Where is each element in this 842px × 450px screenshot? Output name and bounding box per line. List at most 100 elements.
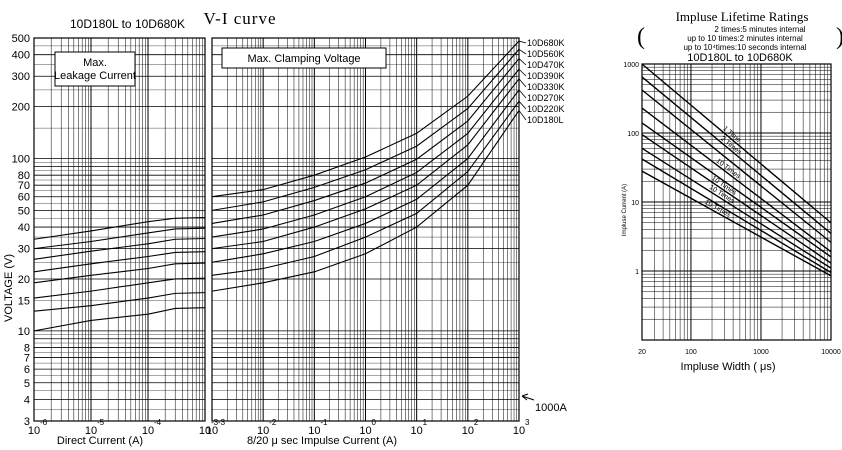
vi-y-tick-label: 10 (18, 326, 30, 338)
vi-series-label: 10D470K (527, 60, 565, 70)
leakage-x-axis-label: Direct Current (A) (57, 435, 143, 447)
vi-leakage-curve (33, 251, 206, 273)
impulse-frame (641, 63, 832, 341)
impulse-x-tick-label: 20 (638, 349, 646, 356)
vi-leakage-curve (33, 216, 206, 240)
impulse-y-tick-label: 10 (631, 200, 639, 207)
impulse-line (641, 107, 832, 253)
vi-y-axis-label: VOLTAGE (V) (3, 254, 15, 322)
vi-series-leader (518, 40, 527, 44)
impulse-line (641, 122, 832, 258)
vi-y-tick-label: 40 (18, 222, 30, 234)
impulse-line (641, 133, 832, 264)
vi-clamping-curve (211, 58, 520, 224)
vi-panel-frame (211, 37, 520, 422)
impulse-y-tick-labels: 1 10 100 1000 (623, 62, 639, 276)
vi-series-label: 10D270K (527, 93, 565, 103)
vi-x-tick-base: 10 (206, 425, 218, 437)
vi-clamping-curve (211, 110, 520, 292)
vi-series-leader (518, 110, 527, 121)
impulse-y-tick-label: 1000 (623, 62, 639, 69)
vi-series-leader (518, 100, 527, 110)
vi-series-label: 10D560K (527, 49, 565, 59)
vi-y-tick-label: 8 (24, 343, 30, 355)
right-annotation: 1000A (535, 402, 567, 414)
impulse-note-1: 2 times:5 minutes internal (714, 25, 805, 34)
impulse-line (641, 63, 832, 224)
vi-series-leader (518, 89, 527, 99)
vi-series-label: 10D180L (527, 115, 564, 125)
impulse-x-tick-label: 1000 (753, 349, 769, 356)
vi-x-tick-exponent: -1 (320, 418, 328, 427)
vi-y-tick-label: 60 (18, 192, 30, 204)
vi-leakage-curve (33, 292, 206, 312)
vi-series-leader (518, 68, 527, 77)
impulse-y-tick-label: 1 (635, 269, 639, 276)
vi-y-tick-label: 5 (24, 378, 30, 390)
vi-x-tick-exponent: 0 (372, 418, 377, 427)
vi-x-tick-exponent: -6 (40, 418, 48, 427)
impulse-x-tick-label: 100 (685, 349, 697, 356)
vi-y-tick-label: 500 (12, 33, 30, 45)
vi-curves (33, 40, 520, 332)
vi-x-tick-base: 10 (28, 425, 40, 437)
impulse-x-tick-label: 10000 (821, 349, 841, 356)
impulse-line (641, 89, 832, 243)
vi-leakage-curve (33, 227, 206, 250)
impulse-x-tick-labels: 20 100 1000 10000 (638, 349, 841, 356)
vi-y-tick-label: 15 (18, 296, 30, 308)
vi-series-labels: 10D680K10D560K10D470K10D390K10D330K10D27… (518, 38, 565, 125)
impulse-paren-left: ( (637, 24, 645, 50)
vi-series-label: 10D330K (527, 82, 565, 92)
vi-y-tick-label: 100 (12, 153, 30, 165)
vi-title: V-I curve (203, 9, 276, 28)
impulse-chart: Impluse Lifetime Ratings ( ) 2 times:5 m… (622, 9, 842, 373)
vi-x-tick-base: 10 (199, 425, 211, 437)
vi-grid (33, 37, 520, 422)
vi-y-tick-label: 400 (12, 50, 30, 62)
clamping-annotation-box (221, 47, 387, 69)
vi-y-tick-label: 80 (18, 170, 30, 182)
vi-clamping-curve (211, 40, 520, 198)
vi-x-tick-base: 10 (142, 425, 154, 437)
impulse-title: Impluse Lifetime Ratings (676, 9, 809, 24)
vi-clamping-curve (211, 78, 520, 250)
right-annotation-arrow (521, 393, 535, 401)
impulse-line (641, 147, 832, 269)
impulse-y-tick-label: 100 (627, 131, 639, 138)
vi-y-tick-label: 30 (18, 244, 30, 256)
vi-x-tick-exponent: 3 (525, 418, 530, 427)
vi-leakage-curve (33, 277, 206, 299)
vi-clamping-curve (211, 48, 520, 211)
vi-y-tick-label: 3 (24, 416, 30, 428)
impulse-y-axis-label: Impluse Current (A) (622, 184, 628, 236)
impulse-grid (641, 63, 832, 341)
vi-y-tick-label: 20 (18, 274, 30, 286)
vi-clamping-curve (211, 68, 520, 238)
vi-clamping-curve (211, 89, 520, 263)
vi-x-tick-base: 10 (257, 425, 269, 437)
vi-y-tick-label: 50 (18, 205, 30, 217)
vi-x-tick-base: 10 (359, 425, 371, 437)
impulse-subtitle: 10D180L to 10D680K (687, 52, 793, 64)
vi-x-tick-exponent: -2 (269, 418, 277, 427)
vi-x-tick-exponent: -4 (154, 418, 162, 427)
vi-x-tick-exponent: -3 (211, 418, 219, 427)
vi-x-tick-base: 10 (462, 425, 474, 437)
vi-series-label: 10D220K (527, 104, 565, 114)
vi-x-tick-base: 10 (85, 425, 97, 437)
vi-series-label: 10D390K (527, 71, 565, 81)
impulse-lines (641, 63, 832, 277)
vi-y-tick-label: 6 (24, 364, 30, 376)
vi-x-tick-exponent: -5 (97, 418, 105, 427)
impulse-line (641, 170, 832, 277)
vi-x-tick-exponent: -3 (218, 418, 226, 427)
vi-series-label: 10D680K (527, 38, 565, 48)
impulse-note-3: up to 10⁴times:10 seconds internal (683, 43, 806, 52)
vi-panel-frame (33, 37, 206, 422)
vi-leakage-curve (33, 262, 206, 284)
leakage-annotation: Max. Leakage Current (54, 57, 136, 82)
vi-subtitle: 10D180L to 10D680K (70, 17, 185, 31)
